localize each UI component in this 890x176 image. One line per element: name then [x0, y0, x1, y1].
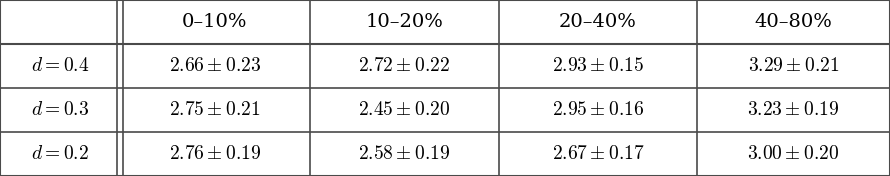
Text: 20–40%: 20–40% — [559, 13, 637, 31]
Text: $2.76 \pm 0.19$: $2.76 \pm 0.19$ — [169, 145, 261, 163]
Text: $2.95 \pm 0.16$: $2.95 \pm 0.16$ — [552, 101, 644, 119]
Text: $2.75 \pm 0.21$: $2.75 \pm 0.21$ — [169, 101, 261, 119]
Text: $3.29 \pm 0.21$: $3.29 \pm 0.21$ — [748, 57, 839, 75]
Text: $2.67 \pm 0.17$: $2.67 \pm 0.17$ — [552, 145, 644, 163]
Text: $2.72 \pm 0.22$: $2.72 \pm 0.22$ — [359, 57, 450, 75]
Text: $2.66 \pm 0.23$: $2.66 \pm 0.23$ — [169, 57, 261, 75]
Text: $d = 0.3$: $d = 0.3$ — [31, 101, 89, 119]
Text: 0–10%: 0–10% — [182, 13, 247, 31]
Text: $2.93 \pm 0.15$: $2.93 \pm 0.15$ — [552, 57, 644, 75]
Text: $2.45 \pm 0.20$: $2.45 \pm 0.20$ — [359, 101, 450, 119]
Text: 10–20%: 10–20% — [366, 13, 443, 31]
Text: $3.23 \pm 0.19$: $3.23 \pm 0.19$ — [748, 101, 839, 119]
Text: $d = 0.2$: $d = 0.2$ — [31, 145, 89, 163]
Text: 40–80%: 40–80% — [755, 13, 832, 31]
Text: $2.58 \pm 0.19$: $2.58 \pm 0.19$ — [359, 145, 450, 163]
Text: $3.00 \pm 0.20$: $3.00 \pm 0.20$ — [748, 145, 839, 163]
Text: $d = 0.4$: $d = 0.4$ — [31, 57, 89, 75]
